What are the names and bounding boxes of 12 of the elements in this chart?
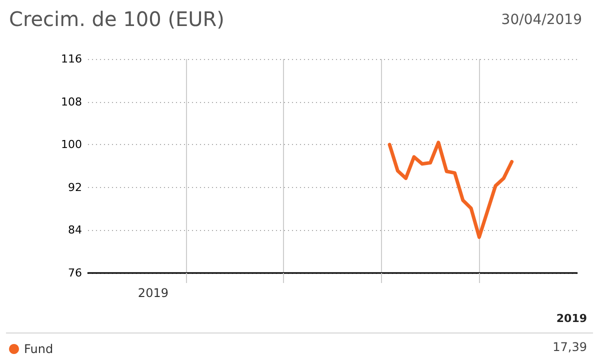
line-series [388,140,514,239]
y-tick-label: 84 [68,224,82,237]
y-tick-label: 100 [61,138,82,152]
y-tick-label: 76 [68,266,82,280]
y-tick-label: 108 [61,95,82,108]
text: 2019 [556,312,588,325]
y-tick-label: 92 [68,180,82,194]
chart-subtitle: 30/04/2019 [501,12,582,28]
legend-label: Fund [24,342,54,356]
text: 17,39 [552,340,588,354]
y-tick-label: 116 [61,52,82,66]
chart-title: Crecim. de 100 (EUR) [9,7,224,31]
